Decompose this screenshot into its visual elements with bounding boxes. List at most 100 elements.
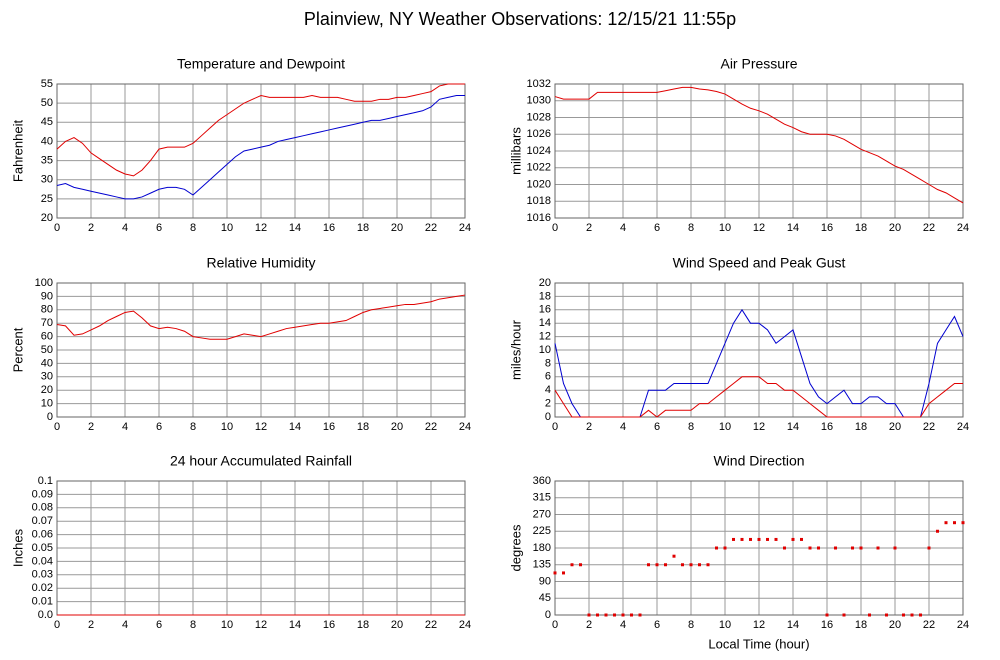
data-point	[706, 563, 710, 567]
data-point	[944, 521, 948, 525]
y-tick-label: 0	[47, 411, 53, 423]
y-tick-label: 25	[41, 193, 53, 205]
y-tick-label: 270	[533, 508, 551, 520]
x-tick-label: 22	[923, 421, 935, 433]
y-tick-label: 14	[539, 317, 551, 329]
y-tick-label: 0.05	[32, 542, 53, 554]
x-tick-label: 14	[289, 619, 301, 631]
data-point	[715, 546, 718, 550]
y-axis-label: miles/hour	[508, 319, 523, 380]
y-tick-label: 2	[545, 398, 551, 410]
x-tick-label: 2	[586, 222, 592, 234]
x-tick-label: 20	[391, 222, 403, 234]
x-tick-label: 20	[391, 421, 403, 433]
data-point	[859, 546, 863, 550]
x-tick-label: 10	[221, 421, 233, 433]
x-tick-label: 2	[88, 619, 94, 631]
data-point	[579, 563, 582, 567]
x-tick-label: 12	[255, 421, 267, 433]
x-tick-label: 6	[654, 421, 660, 433]
x-tick-label: 6	[156, 222, 162, 234]
x-tick-label: 24	[957, 222, 969, 234]
y-tick-label: 40	[41, 135, 53, 147]
chart-title: Air Pressure	[720, 56, 797, 72]
x-tick-label: 4	[620, 421, 626, 433]
x-tick-label: 8	[190, 421, 196, 433]
x-tick-label: 20	[889, 421, 901, 433]
plot-frame	[56, 83, 466, 219]
data-point	[800, 537, 803, 541]
data-line	[56, 94, 465, 200]
x-tick-label: 8	[688, 619, 694, 631]
y-tick-label: 1016	[527, 212, 551, 224]
y-tick-label: 80	[41, 304, 53, 316]
x-tick-label: 22	[425, 421, 437, 433]
x-tick-label: 10	[221, 222, 233, 234]
x-tick-label: 16	[821, 619, 833, 631]
y-tick-label: 4	[545, 384, 551, 396]
chart-title: Temperature and Dewpoint	[177, 56, 345, 72]
page-title: Plainview, NY Weather Observations: 12/1…	[304, 9, 736, 29]
x-tick-label: 2	[88, 421, 94, 433]
y-tick-label: 16	[539, 304, 551, 316]
y-tick-label: 45	[41, 116, 53, 128]
y-tick-label: 60	[41, 331, 53, 343]
data-point	[570, 563, 574, 567]
x-tick-label: 24	[957, 619, 969, 631]
data-point	[910, 613, 914, 617]
y-axis-label: millibars	[508, 127, 523, 175]
x-tick-label: 20	[391, 619, 403, 631]
data-point	[613, 613, 616, 617]
y-axis-label: Fahrenheit	[10, 120, 25, 183]
data-point	[868, 613, 871, 617]
x-tick-label: 24	[459, 222, 471, 234]
data-point	[825, 613, 829, 617]
y-tick-label: 50	[41, 97, 53, 109]
data-point	[927, 546, 931, 550]
y-tick-label: 20	[41, 212, 53, 224]
y-tick-label: 0.0	[38, 609, 53, 621]
data-line	[554, 376, 963, 418]
x-tick-label: 14	[787, 421, 799, 433]
x-tick-label: 16	[323, 421, 335, 433]
y-tick-label: 0.02	[32, 582, 53, 594]
y-tick-label: 1028	[527, 111, 551, 123]
data-point	[791, 537, 795, 541]
plot-frame	[554, 480, 964, 616]
x-tick-label: 18	[855, 222, 867, 234]
data-point	[953, 521, 956, 525]
y-tick-label: 0	[545, 411, 551, 423]
x-tick-label: 20	[889, 222, 901, 234]
data-point	[919, 613, 922, 617]
data-line	[56, 294, 466, 340]
y-tick-label: 1026	[527, 128, 551, 140]
chart-title: Wind Speed and Peak Gust	[673, 255, 846, 271]
x-tick-label: 0	[54, 421, 60, 433]
y-tick-label: 1022	[527, 162, 551, 174]
data-point	[885, 613, 888, 617]
y-tick-label: 8	[545, 357, 551, 369]
y-tick-label: 0.04	[32, 555, 53, 567]
x-tick-label: 2	[586, 421, 592, 433]
x-tick-label: 18	[855, 421, 867, 433]
data-point	[732, 537, 735, 541]
data-point	[766, 537, 769, 541]
data-line	[56, 83, 465, 177]
data-point	[834, 546, 837, 550]
plot-frame	[56, 282, 466, 418]
y-tick-label: 90	[539, 575, 551, 587]
y-tick-label: 12	[539, 331, 551, 343]
y-tick-label: 50	[41, 344, 53, 356]
x-tick-label: 0	[54, 619, 60, 631]
x-tick-label: 16	[323, 619, 335, 631]
y-tick-label: 1030	[527, 95, 551, 107]
y-tick-label: 100	[35, 277, 53, 289]
x-tick-label: 4	[122, 222, 128, 234]
y-tick-label: 225	[533, 525, 551, 537]
chart-title: 24 hour Accumulated Rainfall	[170, 453, 352, 469]
chart-title: Relative Humidity	[207, 255, 316, 271]
x-tick-label: 14	[289, 421, 301, 433]
x-tick-label: 24	[459, 619, 471, 631]
